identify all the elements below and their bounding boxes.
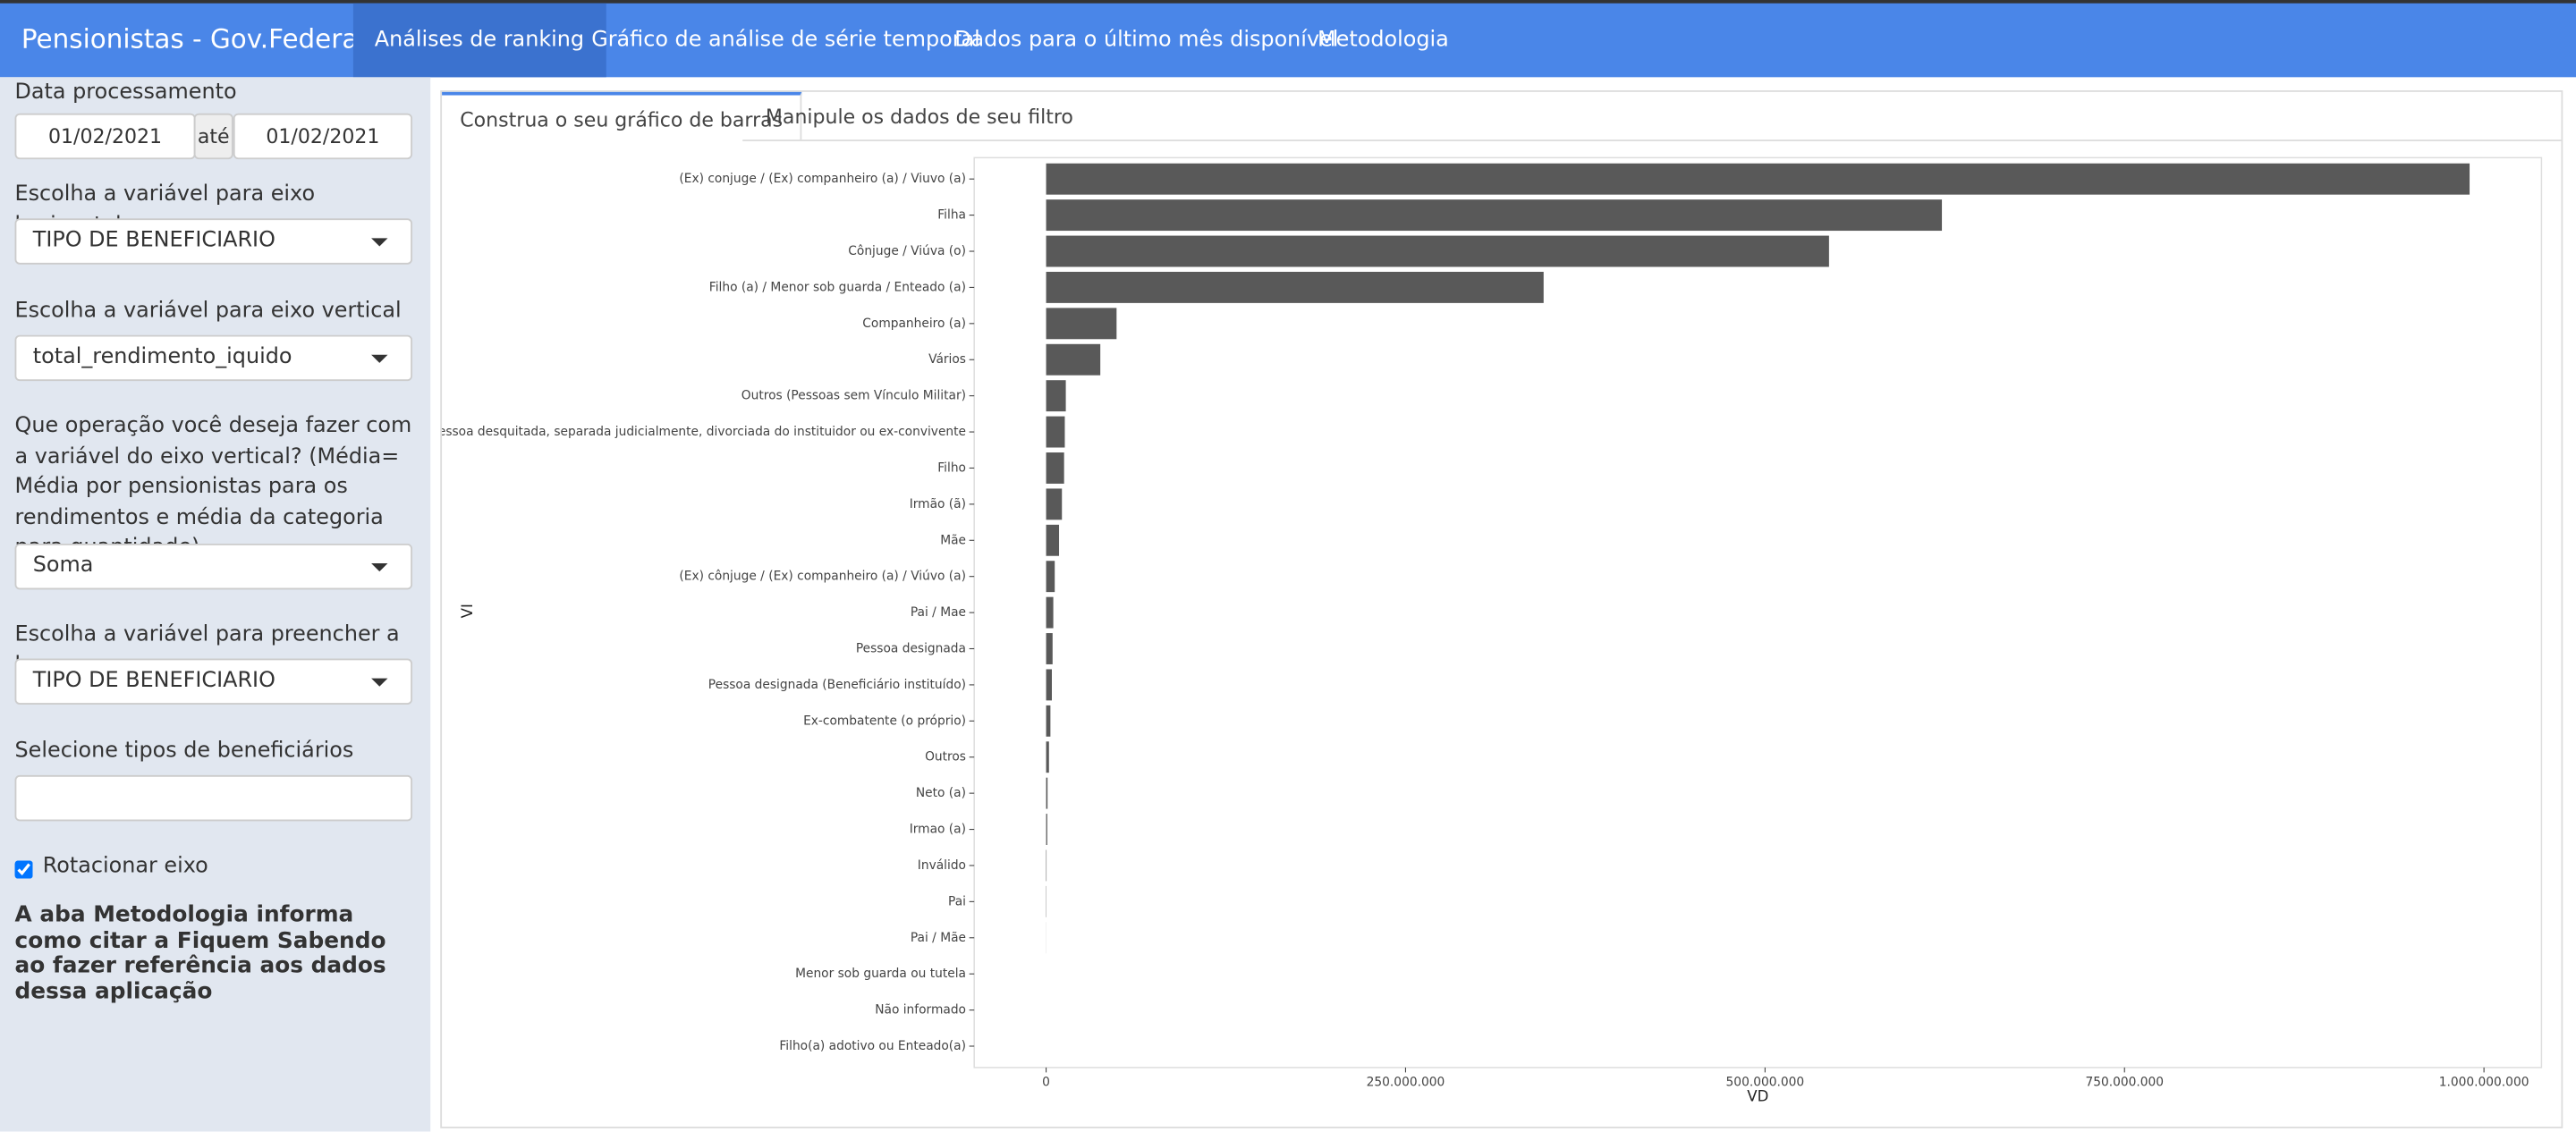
brand[interactable]: Pensionistas - Gov.Federal — [21, 22, 366, 55]
select-value: TIPO DE BENEFICIARIO — [32, 228, 275, 253]
select[interactable]: TIPO DE BENEFICIARIO — [14, 218, 413, 265]
note: A aba Metodologia informa como citar a F… — [14, 901, 386, 1005]
label: Escolha a variável para eixo vertical — [14, 299, 402, 324]
x-axis-title: VD — [1747, 1087, 1768, 1104]
x-tick-label: 250.000.000 — [1367, 1075, 1445, 1089]
select[interactable]: Soma — [14, 543, 413, 590]
y-tick-label: (Ex) conjuge / (Ex) companheiro (a) / Vi… — [679, 172, 966, 186]
y-tick-label: Mãe — [940, 533, 966, 547]
tab-rule — [742, 139, 2562, 141]
tab-panel: Construa o seu gráfico de barras Manipul… — [440, 90, 2563, 1128]
y-tick-label: Ex-combatente (o próprio) — [803, 714, 966, 728]
nav-tab[interactable]: Análises de ranking — [352, 3, 606, 78]
y-tick-label: Irmao (a) — [910, 823, 966, 837]
x-tick-label: 750.000.000 — [2085, 1075, 2164, 1089]
panel-tab[interactable]: Manipule os dados de seu filtro — [765, 105, 1073, 129]
date-sep: até — [193, 113, 233, 160]
caret — [371, 678, 388, 687]
y-tick-label: Vários — [928, 352, 966, 367]
navbar: Pensionistas - Gov.Federal Análises de r… — [0, 0, 2576, 78]
y-tick-label: (Ex) cônjuge / (Ex) companheiro (a) / Vi… — [679, 570, 966, 584]
label: Data processamento — [14, 80, 237, 106]
y-tick-label: Cônjuge / Viúva (o) — [848, 244, 966, 258]
nav-tab[interactable]: Metodologia — [1318, 28, 1449, 53]
y-tick-label: Pai — [948, 894, 966, 908]
bar — [1046, 705, 1051, 737]
y-tick-label: Menor sob guarda ou tutela — [795, 967, 966, 981]
nav-tab[interactable]: Gráfico de análise de série temporal — [591, 28, 980, 53]
date-input[interactable]: 01/02/2021 — [233, 113, 413, 160]
y-tick-label: Outros (Pessoas sem Vínculo Militar) — [741, 389, 966, 403]
bar — [1046, 343, 1101, 376]
select[interactable]: TIPO DE BENEFICIARIO — [14, 658, 413, 705]
label: Selecione tipos de beneficiários — [14, 739, 354, 765]
bar — [1046, 235, 1829, 267]
y-axis-title: VI — [459, 604, 476, 618]
checkbox[interactable] — [14, 860, 33, 879]
bar — [1046, 199, 1943, 232]
label: Que operação você deseja fazer com a var… — [14, 413, 412, 560]
y-tick-label: Pessoa designada — [856, 642, 966, 656]
caret — [371, 562, 388, 572]
nav-tab[interactable]: Dados para o último mês disponível — [954, 28, 1339, 53]
bar — [1046, 777, 1048, 809]
panel-tab[interactable]: Construa o seu gráfico de barras — [442, 91, 803, 141]
bar — [1046, 488, 1063, 520]
plot-panel — [973, 156, 2543, 1069]
bar — [1046, 561, 1055, 593]
y-tick-label: Filho (a) / Menor sob guarda / Enteado (… — [709, 280, 966, 294]
select-value: total_rendimento_iquido — [32, 344, 292, 370]
y-tick-label: Filho — [937, 460, 966, 475]
y-tick-label: Inválido — [918, 858, 966, 873]
y-tick-label: Pessoa designada (Beneficiário instituíd… — [708, 678, 966, 692]
bar — [1046, 452, 1064, 484]
text-input[interactable] — [14, 774, 413, 822]
x-tick-label: 1.000.000.000 — [2439, 1075, 2529, 1089]
label: Rotacionar eixo — [42, 854, 208, 879]
y-tick-label: Filha — [937, 208, 966, 223]
y-tick-label: Irmão (ã) — [910, 497, 966, 511]
y-tick-label: Companheiro (a) — [862, 317, 966, 331]
bar — [1046, 271, 1544, 303]
bar — [1046, 596, 1054, 629]
y-tick-label: Outros — [925, 750, 966, 765]
y-tick-label: Pai / Mãe — [911, 931, 966, 945]
date-input[interactable]: 01/02/2021 — [14, 113, 196, 160]
bar — [1046, 524, 1060, 556]
y-tick-label: Pai / Mae — [911, 605, 966, 620]
bar — [1046, 380, 1066, 412]
bar — [1046, 633, 1053, 664]
select[interactable]: total_rendimento_iquido — [14, 334, 413, 382]
caret — [371, 238, 388, 247]
bar — [1046, 416, 1065, 448]
chart: VD VI 0 250.000.000 500.000.000 750.000.000… — [442, 156, 2543, 1104]
bar — [1046, 163, 2470, 195]
y-tick-label: Não informado — [875, 1003, 966, 1018]
x-tick-label: 500.000.000 — [1726, 1075, 1805, 1089]
y-tick-label: Pessoa desquitada, separada judicialment… — [442, 425, 966, 439]
bar — [1046, 308, 1117, 340]
bar — [1046, 814, 1047, 845]
y-tick-label: Filho(a) adotivo ou Enteado(a) — [779, 1039, 966, 1053]
bar — [1046, 669, 1052, 701]
bar — [1046, 741, 1049, 773]
y-tick-label: Neto (a) — [916, 786, 966, 800]
caret — [371, 354, 388, 363]
sidebar: Data processamento 01/02/2021 até 01/02/… — [0, 77, 431, 1132]
select-value: Soma — [32, 553, 94, 579]
x-tick-label: 0 — [1042, 1075, 1050, 1089]
select-value: TIPO DE BENEFICIARIO — [32, 668, 275, 694]
